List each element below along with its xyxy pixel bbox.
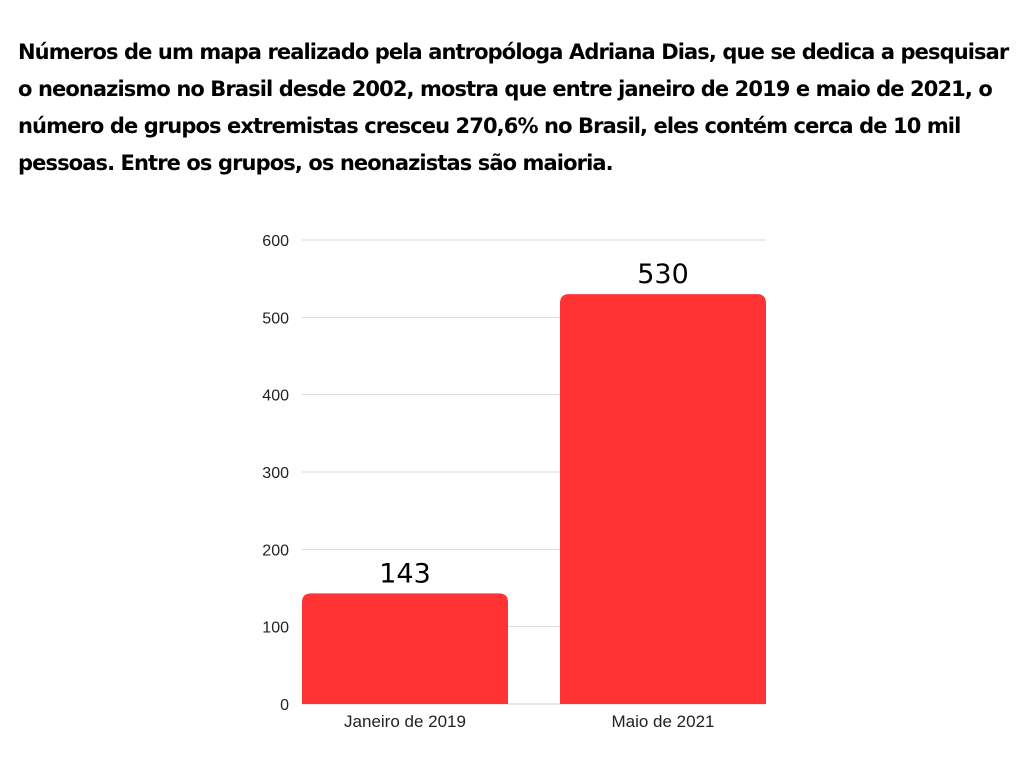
y-tick-label: 600 <box>262 233 289 250</box>
y-tick-label: 0 <box>280 697 289 714</box>
chart-title: Números de um mapa realizado pela antrop… <box>18 40 1009 175</box>
bar <box>560 294 766 704</box>
y-tick-label: 300 <box>262 465 289 482</box>
bar <box>302 593 508 704</box>
x-tick-label: Janeiro de 2019 <box>344 712 466 731</box>
data-label: 530 <box>637 259 689 290</box>
y-tick-label: 400 <box>262 388 289 405</box>
x-tick-label: Maio de 2021 <box>611 712 714 731</box>
bars <box>302 294 766 704</box>
data-label: 143 <box>379 558 431 589</box>
labels: 0 100 200 300 400 500 600 143 Janeiro de 2019 530… <box>262 233 714 731</box>
y-tick-label: 500 <box>262 310 289 327</box>
y-tick-label: 100 <box>262 620 289 637</box>
y-tick-label: 200 <box>262 542 289 559</box>
